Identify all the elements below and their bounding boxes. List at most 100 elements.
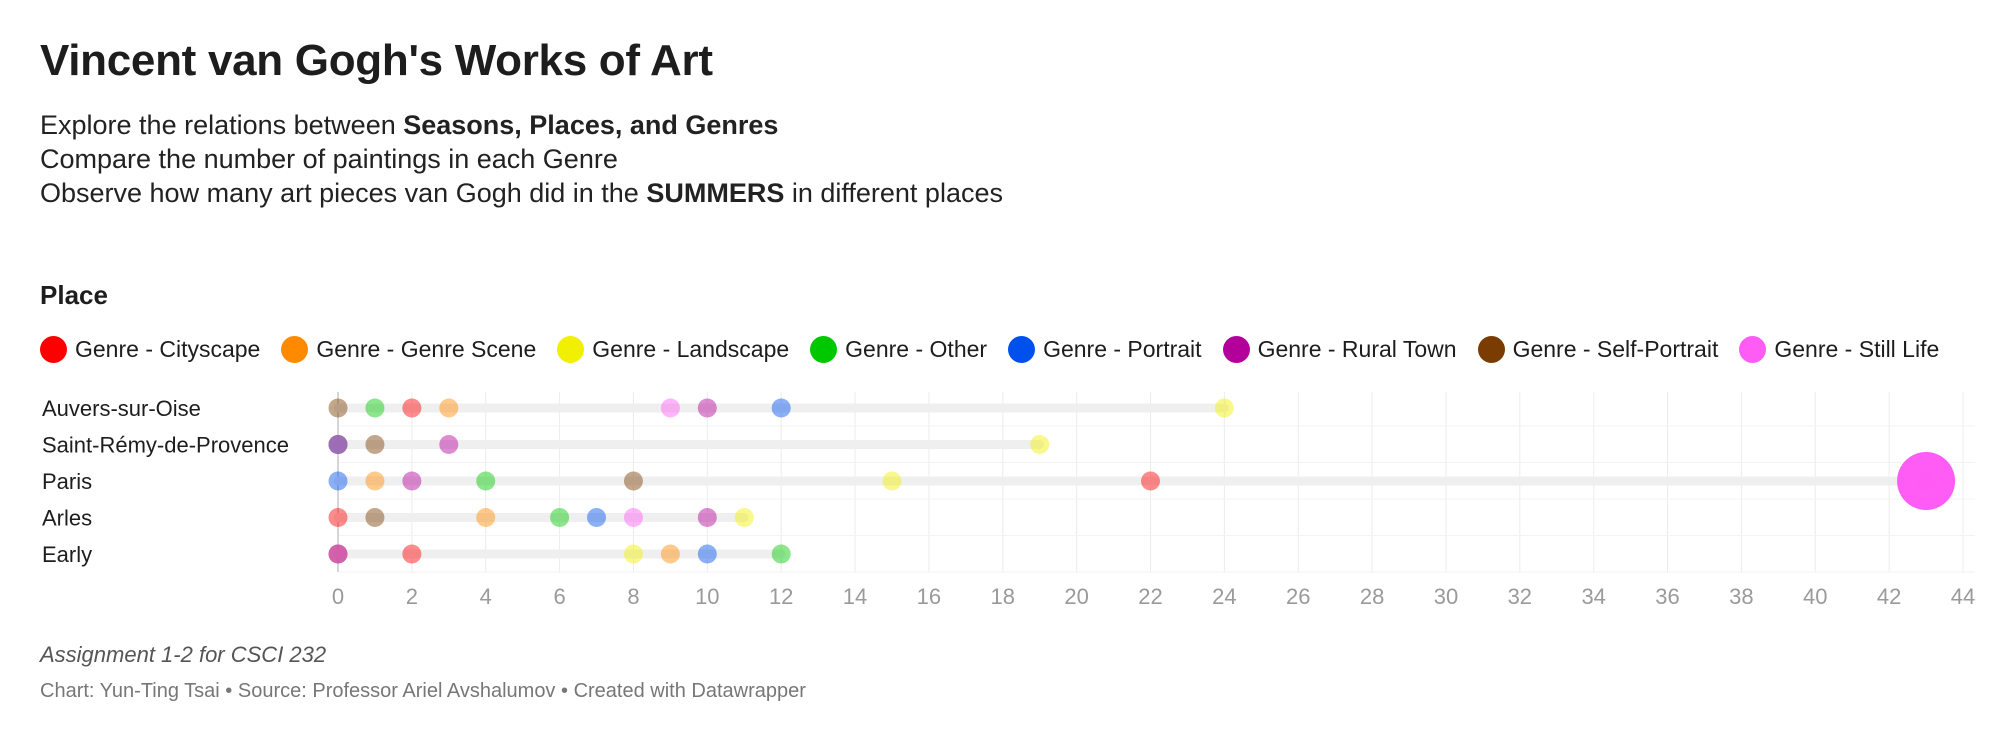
x-tick-label: 4 [480, 584, 492, 609]
chart-notes: Assignment 1-2 for CSCI 232 [40, 642, 327, 667]
x-tick-label: 30 [1434, 584, 1458, 609]
x-tick-label: 34 [1581, 584, 1605, 609]
chart-legend: Genre - Cityscape Genre - Genre Scene Genr… [40, 336, 1960, 363]
legend-item: Genre - Landscape [557, 336, 789, 363]
data-point [476, 471, 496, 491]
data-point [439, 398, 459, 418]
data-point [365, 435, 385, 454]
x-tick-label: 8 [627, 584, 639, 609]
data-point [1030, 435, 1050, 454]
x-tick-label: 42 [1877, 584, 1901, 609]
legend-item: Genre - Still Life [1739, 336, 1939, 363]
x-tick-label: 10 [695, 584, 719, 609]
data-point [439, 435, 459, 454]
row-label: Paris [42, 469, 92, 494]
x-tick-label: 26 [1286, 584, 1310, 609]
data-point [734, 508, 754, 527]
x-tick-label: 38 [1729, 584, 1753, 609]
data-point [328, 435, 348, 454]
legend-swatch [1477, 336, 1505, 363]
row-label: Early [42, 542, 92, 567]
created-with: Created with Datawrapper [573, 680, 806, 702]
data-point [328, 471, 348, 491]
legend-label: Genre - Other [845, 336, 988, 362]
data-point [660, 544, 680, 564]
x-tick-label: 18 [991, 584, 1015, 609]
legend-swatch [1222, 336, 1250, 363]
description-line-3: Observe how many art pieces van Gogh did… [40, 176, 1970, 210]
data-point [697, 508, 717, 527]
legend-label: Genre - Landscape [592, 336, 790, 362]
data-point [402, 544, 422, 564]
x-tick-label: 40 [1803, 584, 1827, 609]
x-tick-label: 44 [1951, 584, 1975, 609]
data-point [623, 471, 643, 491]
legend-swatch [1739, 336, 1767, 363]
data-point [550, 508, 570, 527]
chart-by-label: Chart: [40, 680, 100, 702]
legend-label: Genre - Self-Portrait [1512, 336, 1719, 362]
legend-swatch [557, 336, 585, 363]
data-point [365, 471, 385, 491]
data-point [402, 471, 422, 491]
description-line-3-suffix: in different places [784, 178, 1003, 208]
data-point [328, 544, 348, 564]
data-point [1916, 471, 1936, 491]
data-point [771, 544, 791, 564]
x-tick-label: 36 [1655, 584, 1679, 609]
description-line-1-bold: Seasons, Places, and Genres [403, 110, 779, 140]
legend-item: Genre - Portrait [1008, 336, 1202, 363]
description-line-3-text: Observe how many art pieces van Gogh did… [40, 178, 647, 208]
data-point [623, 508, 643, 527]
data-point [328, 544, 348, 564]
legend-label: Genre - Still Life [1774, 336, 1940, 362]
chart-title: Vincent van Gogh's Works of Art [40, 36, 713, 85]
x-tick-label: 24 [1212, 584, 1236, 609]
data-point [771, 398, 791, 418]
place-label: Place [40, 280, 108, 310]
data-point [328, 508, 348, 527]
x-tick-label: 22 [1138, 584, 1162, 609]
legend-label: Genre - Portrait [1043, 336, 1202, 362]
data-point [328, 398, 348, 418]
x-tick-label: 28 [1360, 584, 1384, 609]
data-point [476, 508, 496, 527]
data-point [365, 508, 385, 527]
data-point [882, 471, 902, 491]
row-label: Saint-Rémy-de-Provence [42, 433, 289, 458]
data-point [328, 544, 348, 564]
chart-author: Yun-Ting Tsai [99, 680, 220, 702]
x-tick-label: 0 [332, 584, 344, 609]
description-line-2: Compare the number of paintings in each … [40, 144, 618, 174]
description-line-3-bold: SUMMERS [646, 178, 785, 208]
legend-swatch [810, 336, 838, 363]
byline-separator: • [219, 680, 238, 702]
x-tick-label: 20 [1064, 584, 1088, 609]
dot-plot-chart: Auvers-sur-Oise Saint-Rémy-de-Provence Par… [42, 392, 1975, 609]
description-line-1: Explore the relations between Seasons, P… [40, 108, 1970, 142]
data-point [1141, 471, 1160, 491]
chart-source: Professor Ariel Avshalumov [312, 680, 556, 702]
legend-label: Genre - Cityscape [75, 336, 261, 362]
data-point [697, 398, 717, 418]
row-label: Auvers-sur-Oise [42, 396, 201, 421]
x-tick-label: 32 [1508, 584, 1532, 609]
data-point [328, 435, 348, 454]
legend-item: Genre - Other [810, 336, 987, 363]
chart-header: Vincent van Gogh's Works of Art Explore … [40, 36, 1970, 210]
highlight-halo [1897, 452, 1956, 510]
x-tick-label: 12 [769, 584, 793, 609]
legend-swatch [1008, 336, 1036, 363]
data-point [587, 508, 607, 527]
legend-swatch [40, 336, 67, 363]
data-point [623, 544, 643, 564]
x-tick-label: 14 [843, 584, 867, 609]
legend-label: Genre - Genre Scene [316, 336, 537, 362]
legend-label: Genre - Rural Town [1257, 336, 1457, 362]
row-label: Arles [42, 506, 92, 531]
legend-item: Genre - Self-Portrait [1477, 336, 1719, 363]
source-label: Source: [237, 680, 313, 702]
data-point [660, 398, 680, 418]
legend-swatch [281, 336, 309, 363]
data-point [328, 435, 348, 454]
